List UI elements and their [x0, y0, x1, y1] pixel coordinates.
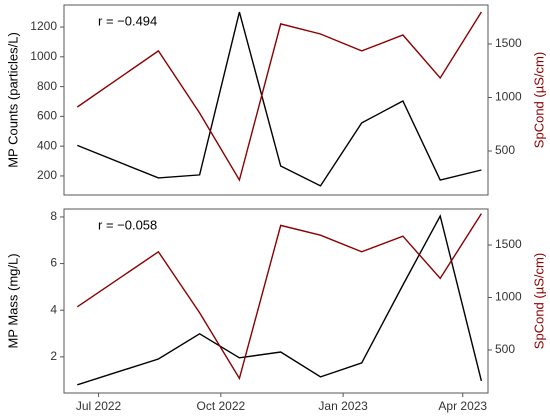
y-tick-label: 200 — [37, 168, 57, 182]
y2-tick-label: 1500 — [495, 237, 522, 251]
y2-tick-label: 1000 — [495, 290, 522, 304]
y2-axis-title: SpCond (µS/cm) — [531, 253, 546, 349]
y-tick-label: 400 — [37, 138, 57, 152]
x-tick-label: Jul 2022 — [76, 399, 122, 413]
y2-tick-label: 500 — [495, 143, 515, 157]
series-line — [77, 214, 483, 386]
y-tick-label: 800 — [37, 79, 57, 93]
x-tick-label: Oct 2022 — [196, 399, 245, 413]
y-tick-label: 1000 — [30, 49, 57, 63]
plot-frame — [63, 208, 489, 394]
annotation: r = −0.494 — [98, 13, 157, 28]
y-tick-label: 6 — [50, 256, 57, 270]
x-tick-label: Apr 2023 — [438, 399, 487, 413]
annotation: r = −0.058 — [98, 217, 157, 232]
y-axis-title: MP Counts (particles/L) — [5, 32, 20, 168]
series-line — [76, 213, 482, 381]
y2-tick-label: 500 — [495, 342, 515, 356]
y-tick-label: 8 — [50, 209, 57, 223]
series-line — [77, 11, 482, 187]
series-line — [76, 11, 482, 182]
y2-tick-label: 1500 — [495, 36, 522, 50]
y-tick-label: 4 — [50, 302, 57, 316]
y-tick-label: 600 — [37, 109, 57, 123]
x-tick-label: Jan 2023 — [318, 399, 368, 413]
y2-axis-title: SpCond (µS/cm) — [531, 52, 546, 148]
y-tick-label: 2 — [50, 349, 57, 363]
y-axis-title: MP Mass (mg/L) — [5, 253, 20, 348]
y2-tick-label: 1000 — [495, 90, 522, 104]
y-tick-label: 1200 — [30, 19, 57, 33]
plot-frame — [63, 4, 489, 196]
